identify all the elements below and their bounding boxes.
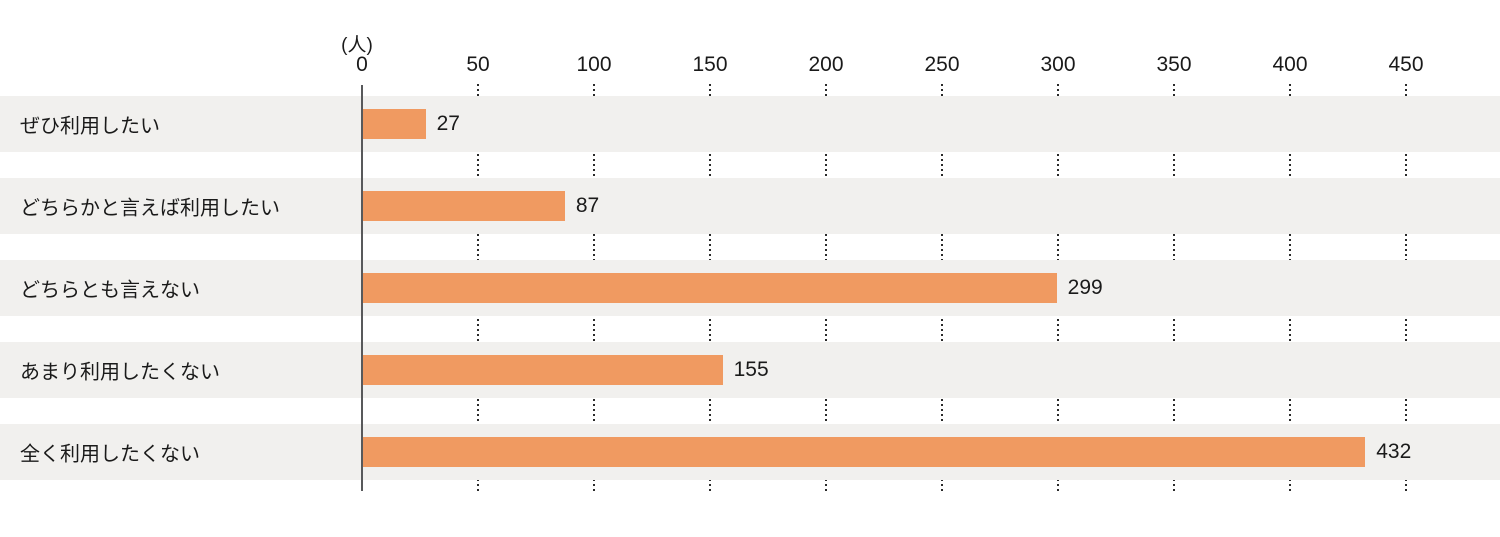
category-label: どちらかと言えば利用したい xyxy=(20,197,280,220)
category-label: あまり利用したくない xyxy=(20,361,220,384)
x-tick-label: 50 xyxy=(466,53,490,76)
category-row: あまり利用したくない 155 xyxy=(0,342,1500,398)
x-tick-label: 0 xyxy=(356,53,368,76)
category-row: どちらかと言えば利用したい 87 xyxy=(0,178,1500,234)
category-label: ぜひ利用したい xyxy=(20,115,160,138)
x-tick-label: 250 xyxy=(924,53,960,76)
category-row: どちらとも言えない 299 xyxy=(0,260,1500,316)
bar xyxy=(363,109,426,139)
value-label: 27 xyxy=(436,112,460,135)
category-label: どちらとも言えない xyxy=(20,279,200,302)
x-tick-label: 200 xyxy=(808,53,844,76)
bar xyxy=(363,437,1366,467)
x-tick-label: 300 xyxy=(1040,53,1076,76)
axis-unit-label: (人) xyxy=(341,35,373,56)
x-tick-label: 400 xyxy=(1272,53,1308,76)
value-label: 299 xyxy=(1067,276,1103,299)
x-tick-label: 450 xyxy=(1388,53,1424,76)
y-axis-line xyxy=(361,85,363,491)
bar xyxy=(363,355,723,385)
category-row: 全く利用したくない 432 xyxy=(0,424,1500,480)
category-row: ぜひ利用したい 27 xyxy=(0,96,1500,152)
x-tick-label: 350 xyxy=(1156,53,1192,76)
x-tick-label: 100 xyxy=(576,53,612,76)
value-label: 155 xyxy=(733,358,769,381)
x-tick-label: 150 xyxy=(692,53,728,76)
bar xyxy=(363,273,1057,303)
value-label: 432 xyxy=(1376,440,1412,463)
category-label: 全く利用したくない xyxy=(20,443,200,466)
value-label: 87 xyxy=(575,194,600,217)
bar xyxy=(363,191,565,221)
